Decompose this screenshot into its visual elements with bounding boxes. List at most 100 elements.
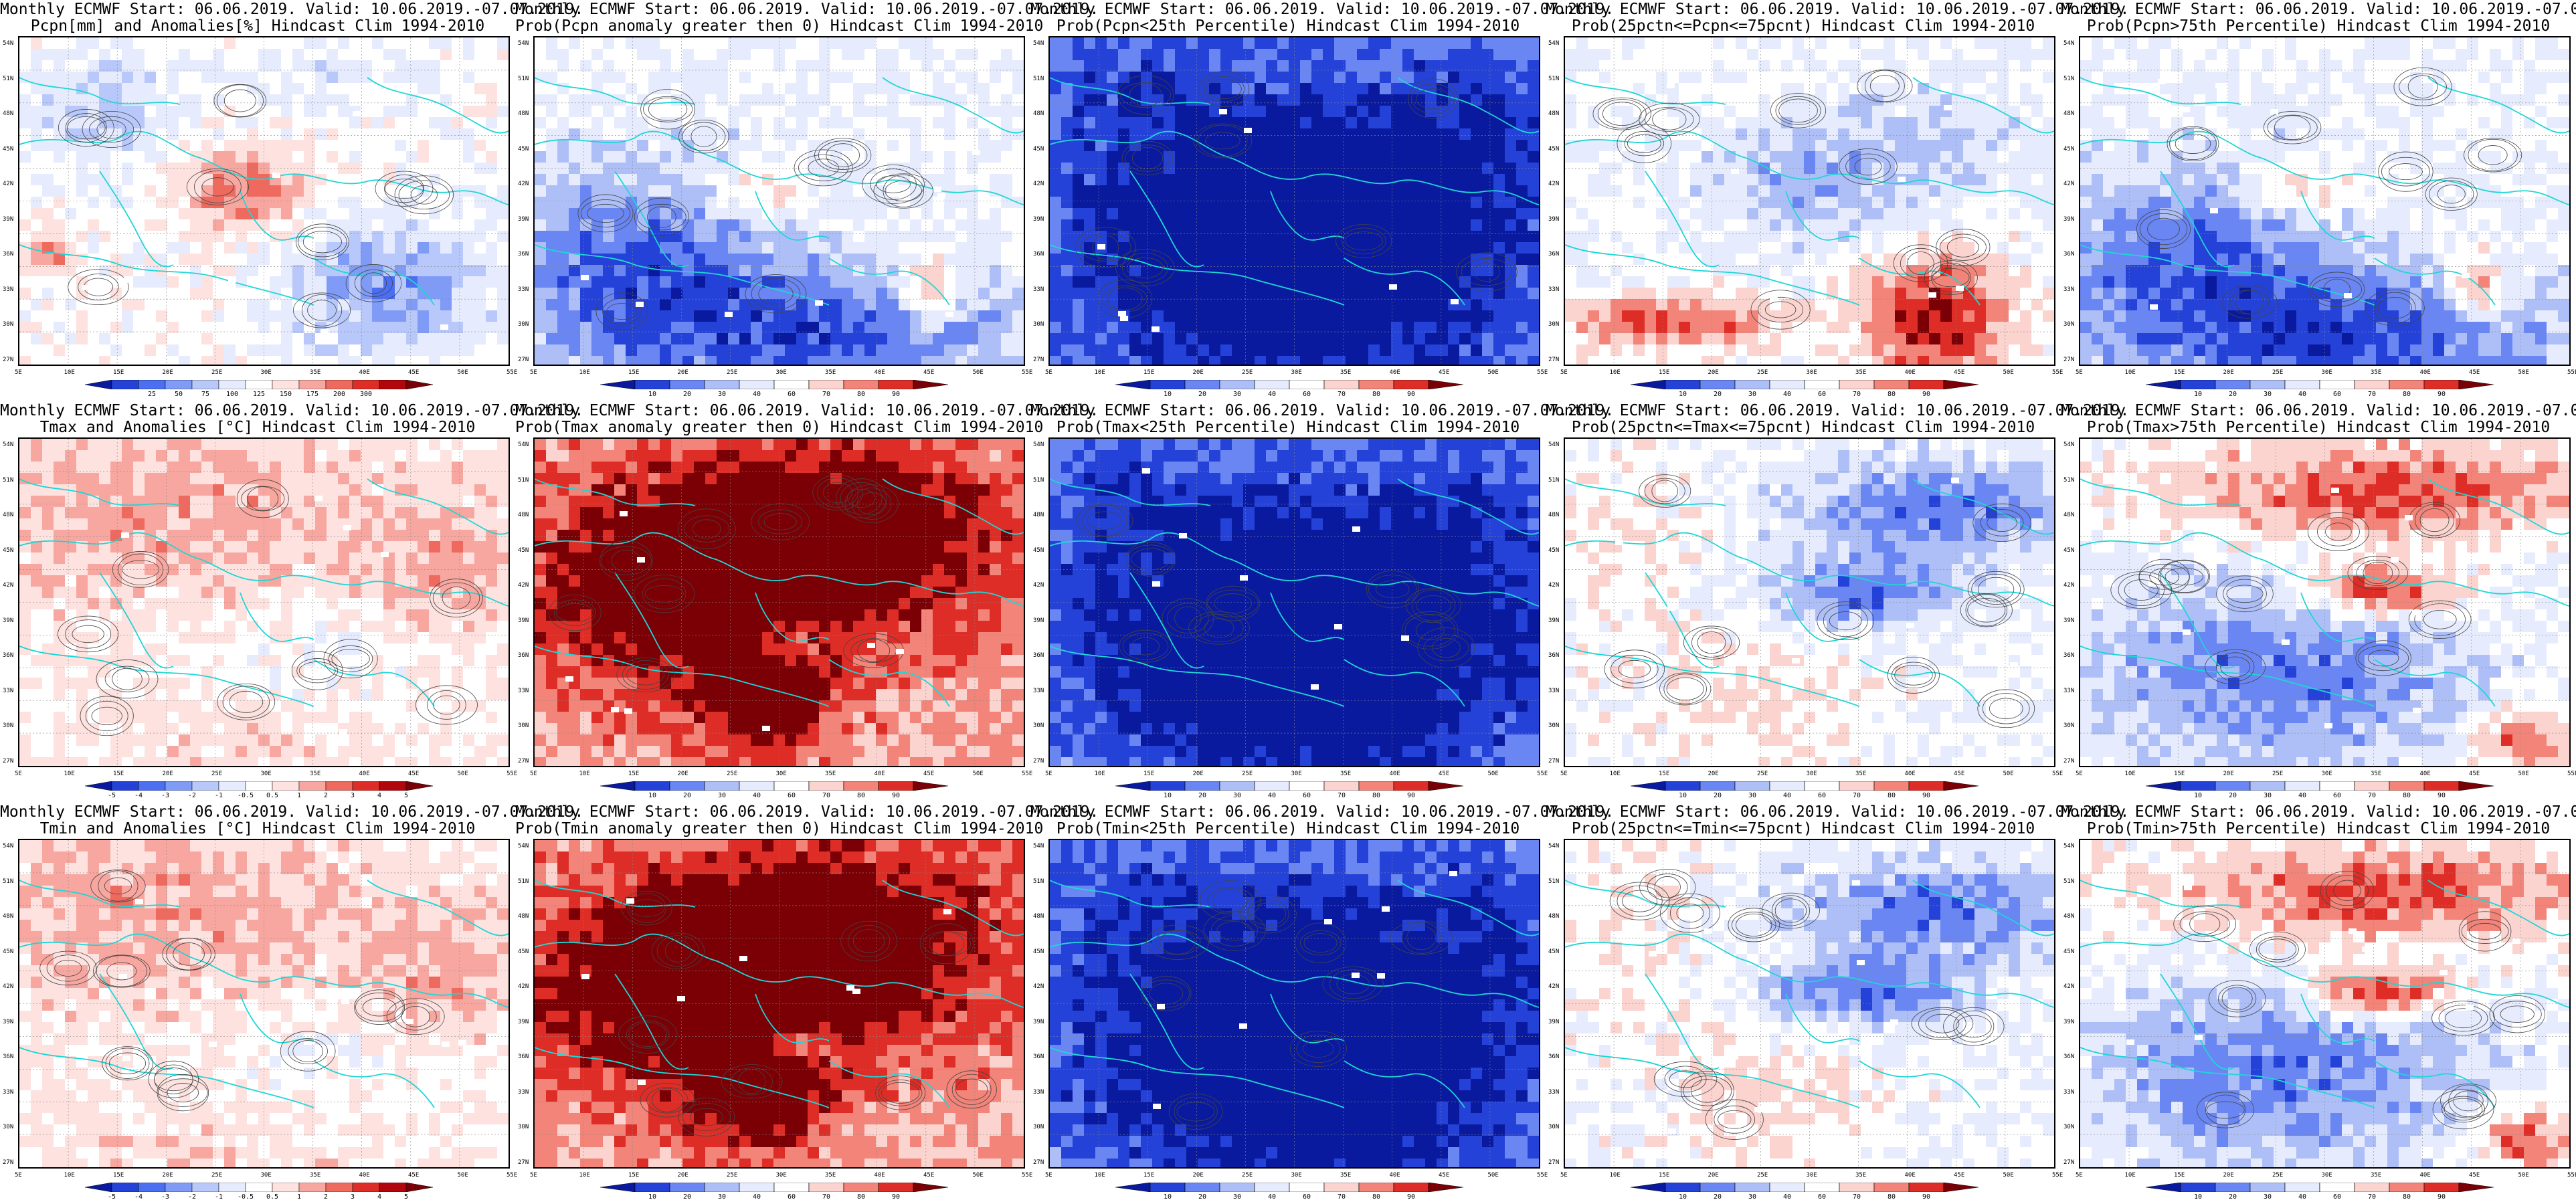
colorbar-label: 40: [1268, 792, 1276, 799]
lat-label: 48N: [518, 913, 529, 920]
lat-label: 33N: [2063, 688, 2074, 694]
lon-label: 40E: [1905, 369, 1916, 376]
colorbar-labels: 10 20 30 40 60 70 80 90: [600, 391, 948, 399]
colorbar: [85, 380, 433, 389]
station-marker: [636, 302, 644, 308]
station-marker: [1352, 973, 1360, 979]
lat-label: 36N: [1548, 251, 1559, 258]
lon-label: 15E: [1659, 1172, 1669, 1179]
lat-label: 48N: [3, 913, 13, 920]
lon-label: 55E: [507, 1172, 517, 1179]
lat-label: 45N: [3, 948, 13, 955]
lon-label: 45E: [408, 369, 419, 376]
colorbar-label: 10: [1164, 792, 1172, 799]
lat-label: 45N: [3, 547, 13, 554]
station-marker: [2157, 78, 2166, 84]
map-panel-p-2-5: Monthly ECMWF Start: 06.06.2019. Valid: …: [2061, 401, 2576, 803]
colorbar-label: 4: [377, 1193, 381, 1201]
colorbar-label: 10: [1679, 792, 1687, 799]
colorbar-label: 80: [2403, 792, 2411, 799]
lat-label: 48N: [1033, 110, 1044, 117]
lon-label: 15E: [1143, 369, 1154, 376]
colorbar-label: 4: [377, 792, 381, 799]
lat-label: 45N: [1548, 146, 1559, 153]
colorbar-label: 30: [1233, 391, 1241, 398]
lat-label: 48N: [3, 110, 13, 117]
colorbar-label: 70: [1338, 391, 1346, 398]
lon-label: 15E: [2174, 369, 2185, 376]
lat-label: 48N: [1548, 913, 1559, 920]
lon-label: 45E: [1954, 1172, 1964, 1179]
colorbar-labels: 10 20 30 40 60 70 80 90: [600, 792, 948, 800]
lat-label: 45N: [1548, 547, 1559, 554]
map-panel-p-1-1: Monthly ECMWF Start: 06.06.2019. Valid: …: [0, 0, 583, 401]
lat-label: 42N: [518, 181, 529, 187]
colorbar-label: 20: [1714, 1193, 1722, 1201]
colorbar-label: -0.5: [238, 792, 254, 799]
station-marker: [2440, 970, 2448, 976]
lon-label: 10E: [579, 369, 590, 376]
station-marker: [624, 708, 633, 714]
colorbar-label: 20: [1714, 792, 1722, 799]
colorbar-label: 200: [333, 391, 345, 398]
lat-label: 48N: [518, 512, 529, 518]
lon-label: 20E: [1708, 771, 1719, 777]
station-marker: [209, 1041, 217, 1047]
lon-label: 10E: [64, 771, 75, 777]
colorbar-label: 2: [324, 792, 328, 799]
lat-label: 51N: [518, 76, 529, 82]
lat-label: 27N: [2063, 357, 2074, 363]
lon-label: 50E: [973, 369, 984, 376]
station-marker: [626, 898, 635, 904]
station-marker: [2183, 884, 2192, 890]
colorbar-label: 30: [1233, 792, 1241, 799]
station-marker: [676, 996, 685, 1001]
lat-label: 54N: [1548, 441, 1559, 448]
colorbar-label: 40: [753, 792, 761, 799]
lat-label: 27N: [1033, 758, 1044, 765]
station-marker: [1612, 508, 1621, 514]
colorbar-label: -2: [188, 792, 196, 799]
lat-label: 39N: [2063, 216, 2074, 223]
colorbar-label: 40: [1783, 391, 1791, 398]
lat-label: 36N: [1548, 652, 1559, 659]
lon-label: 30E: [1807, 1172, 1817, 1179]
panel-title-line1: Monthly ECMWF Start: 06.06.2019. Valid: …: [515, 1, 1099, 17]
colorbar-label: 60: [1303, 792, 1311, 799]
station-marker: [1668, 1128, 1677, 1134]
lat-label: 33N: [1033, 1089, 1044, 1096]
lat-label: 42N: [3, 181, 13, 187]
station-marker: [565, 676, 574, 682]
colorbar-labels: 10 20 30 40 60 70 80 90: [1631, 792, 1979, 800]
colorbar-label: 10: [2194, 391, 2202, 398]
station-marker: [82, 284, 90, 290]
colorbar-label: 30: [1748, 391, 1756, 398]
colorbar-label: 90: [892, 792, 900, 799]
lon-label: 20E: [678, 369, 688, 376]
lon-label: 40E: [359, 771, 370, 777]
colorbar-label: 10: [1679, 1193, 1687, 1201]
lat-label: 33N: [1548, 1089, 1559, 1096]
lat-label: 39N: [1033, 1019, 1044, 1025]
station-marker: [846, 985, 854, 991]
colorbar-label: 70: [1853, 391, 1861, 398]
lat-label: 54N: [518, 40, 529, 47]
lat-label: 48N: [518, 110, 529, 117]
lon-label: 25E: [727, 771, 737, 777]
colorbar-label: 30: [1748, 792, 1756, 799]
station-marker: [2344, 293, 2353, 299]
colorbar-label: 20: [1198, 391, 1206, 398]
lat-label: 36N: [518, 1054, 529, 1060]
lat-label: 39N: [2063, 617, 2074, 624]
lat-label: 42N: [2063, 983, 2074, 990]
panel-title-line2: Prob(Tmin>75th Percentile) Hindcast Clim…: [2061, 821, 2576, 837]
station-marker: [272, 172, 281, 178]
colorbar-label: 20: [683, 391, 691, 398]
lon-label: 35E: [310, 771, 320, 777]
lat-label: 51N: [3, 878, 13, 885]
lat-label: 33N: [2063, 1089, 2074, 1096]
lon-label: 5E: [1045, 1172, 1052, 1179]
lon-label: 30E: [776, 1172, 787, 1179]
colorbar-label: 20: [2229, 1193, 2237, 1201]
lon-label: 30E: [261, 369, 272, 376]
